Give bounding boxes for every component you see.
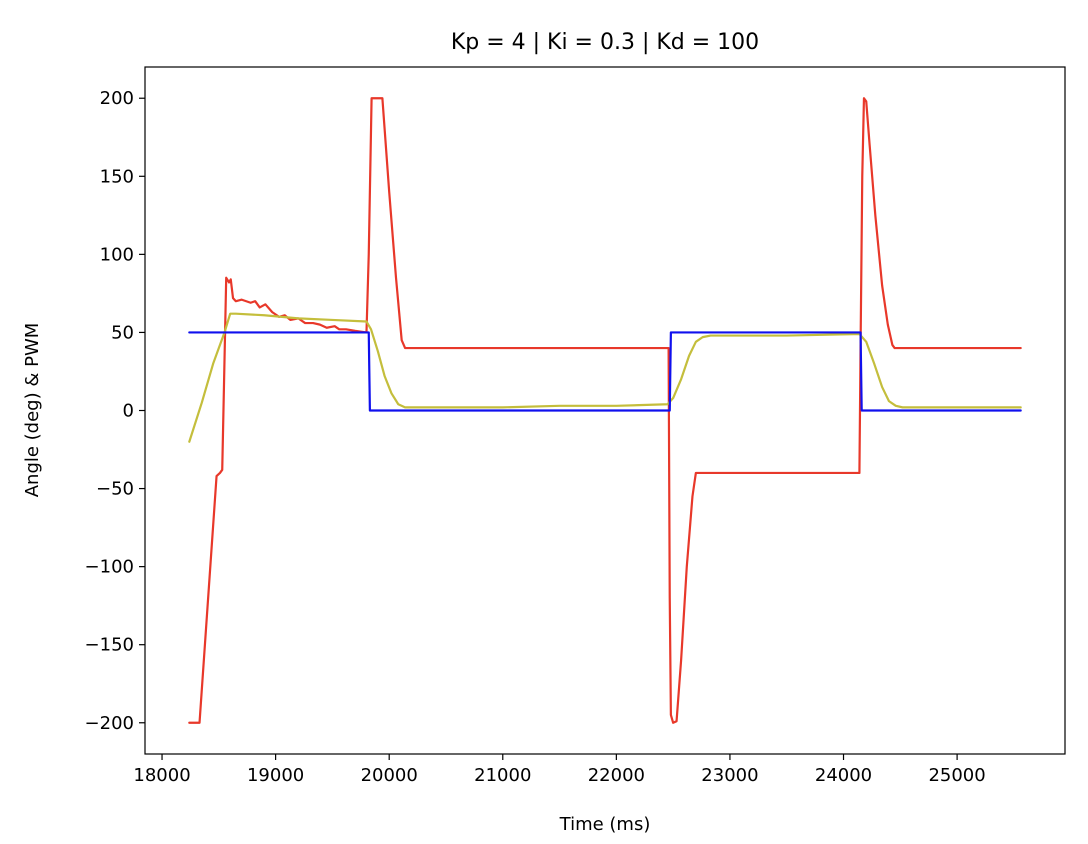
x-tick-label: 25000 xyxy=(928,765,985,786)
x-tick-label: 24000 xyxy=(815,765,872,786)
y-axis-title: Angle (deg) & PWM xyxy=(22,323,43,498)
series-layer xyxy=(188,97,1022,724)
y-tick-label: 200 xyxy=(100,88,134,109)
y-tick-label: 0 xyxy=(123,401,134,422)
x-axis: 18000 19000 20000 21000 22000 23000 24000 25000 xyxy=(133,754,986,786)
series-line-3 xyxy=(188,331,1022,412)
y-tick-label: −50 xyxy=(96,479,134,500)
y-tick-label: −150 xyxy=(85,635,134,656)
x-tick-label: 20000 xyxy=(361,765,418,786)
x-tick-label: 23000 xyxy=(701,765,758,786)
x-tick-label: 22000 xyxy=(588,765,645,786)
x-tick-label: 19000 xyxy=(247,765,304,786)
x-tick-label: 18000 xyxy=(133,765,190,786)
x-tick-label: 21000 xyxy=(474,765,531,786)
y-tick-label: −200 xyxy=(85,713,134,734)
chart-title: Kp = 4 | Ki = 0.3 | Kd = 100 xyxy=(451,30,759,55)
y-tick-label: 100 xyxy=(100,244,134,265)
y-axis: 200 150 100 50 0 −50 −100 −150 −200 xyxy=(85,88,145,734)
y-tick-label: −100 xyxy=(85,557,134,578)
series-line-2 xyxy=(188,312,1022,443)
x-axis-title: Time (ms) xyxy=(559,814,651,835)
y-tick-label: 150 xyxy=(100,166,134,187)
plot-area xyxy=(188,97,1022,724)
y-tick-label: 50 xyxy=(111,322,134,343)
